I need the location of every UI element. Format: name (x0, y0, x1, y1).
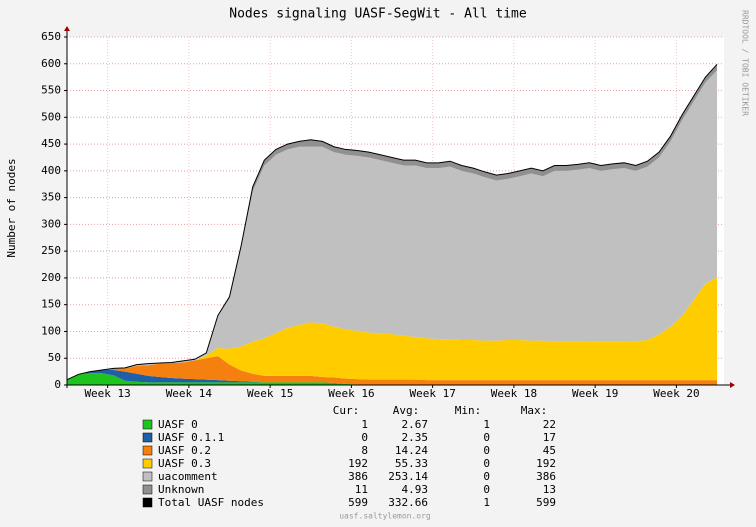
legend-swatch (142, 432, 153, 443)
legend-swatch (142, 445, 153, 456)
x-tick-label: Week 16 (328, 387, 374, 400)
legend-stat: 386 (348, 470, 368, 483)
legend-stat: 253.14 (388, 470, 428, 483)
legend-stat: 2.67 (402, 418, 429, 431)
legend-label: Total UASF nodes (158, 496, 264, 509)
legend-stat: 2.35 (402, 431, 429, 444)
legend-stat: 0 (483, 483, 490, 496)
y-axis-label: Number of nodes (5, 158, 18, 257)
areas (66, 63, 718, 385)
legend-label: UASF 0.3 (158, 457, 211, 470)
line (66, 63, 718, 381)
legend-stat: 0 (483, 457, 490, 470)
chart-title: Nodes signaling UASF-SegWit - All time (229, 7, 527, 22)
y-tick-label: 600 (41, 57, 61, 70)
legend-stat: 17 (543, 431, 556, 444)
legend-label: UASF 0.1.1 (158, 431, 224, 444)
legend-stat: 4.93 (402, 483, 429, 496)
area (67, 277, 718, 381)
y-tick-label: 200 (41, 271, 61, 284)
y-tick-label: 450 (41, 137, 61, 150)
x-tick-label: Week 18 (491, 387, 537, 400)
legend-header: Min: (455, 404, 482, 417)
x-tick-label: Week 17 (409, 387, 455, 400)
legend-label: UASF 0.2 (158, 444, 211, 457)
y-tick-label: 100 (41, 324, 61, 337)
watermark: RRDTOOL / TOBI OETIKER (741, 10, 750, 116)
y-tick-label: 400 (41, 164, 61, 177)
legend-stat: 1 (483, 496, 490, 509)
legend-header: Cur: (333, 404, 360, 417)
legend-swatch (142, 484, 153, 495)
axes: 0 50 100 150 200 250 300 350 400 450 500 550 600 650 W… (41, 26, 735, 400)
legend-stat: 0 (361, 431, 368, 444)
y-tick-label: 150 (41, 298, 61, 311)
legend-header: Avg: (393, 404, 420, 417)
legend-swatch (142, 471, 153, 482)
legend-stat: 0 (483, 444, 490, 457)
legend-stat: 55.33 (395, 457, 428, 470)
x-tick-label: Week 14 (166, 387, 213, 400)
legend-stat: 192 (348, 457, 368, 470)
y-tick-label: 500 (41, 110, 61, 123)
x-tick-label: Week 19 (572, 387, 618, 400)
legend-swatch (142, 419, 153, 430)
legend-stat: 14.24 (395, 444, 428, 457)
legend-label: UASF 0 (158, 418, 198, 431)
legend-stat: 599 (536, 496, 556, 509)
legend-stat: 45 (543, 444, 556, 457)
y-axis-arrow (64, 26, 70, 31)
legend-label: uacomment (158, 470, 218, 483)
area (67, 356, 718, 385)
x-axis-arrow (730, 382, 735, 388)
y-tick-label: 300 (41, 217, 61, 230)
legend-stat: 386 (536, 470, 556, 483)
x-tick-label: Week 15 (247, 387, 293, 400)
legend-stat: 11 (355, 483, 368, 496)
legend-stat: 1 (483, 418, 490, 431)
legend-label: Unknown (158, 483, 204, 496)
legend-header: Max: (521, 404, 548, 417)
area (67, 373, 718, 385)
x-tick-label: Week 20 (653, 387, 699, 400)
x-tick-label: Week 13 (84, 387, 130, 400)
y-tick-label: 350 (41, 191, 61, 204)
legend-stat: 1 (361, 418, 368, 431)
legend-stat: 0 (483, 431, 490, 444)
legend-stat: 22 (543, 418, 556, 431)
legend-stat: 332.66 (388, 496, 428, 509)
y-tick-label: 650 (41, 30, 61, 43)
y-tick-label: 0 (54, 378, 61, 391)
legend-stat: 8 (361, 444, 368, 457)
y-tick-label: 50 (48, 351, 61, 364)
y-tick-label: 250 (41, 244, 61, 257)
legend: Cur: Avg: Min: Max: UASF 0 1 2.67 1 22 UASF 0.1.1… (142, 404, 556, 509)
area (67, 70, 718, 380)
watermark: uasf.saltylemon.org (339, 512, 431, 521)
legend-stat: 13 (543, 483, 556, 496)
legend-stat: 192 (536, 457, 556, 470)
legend-swatch (142, 458, 153, 469)
y-tick-label: 550 (41, 84, 61, 97)
legend-stat: 0 (483, 470, 490, 483)
legend-stat: 599 (348, 496, 368, 509)
legend-swatch (142, 497, 153, 508)
area (67, 370, 718, 385)
